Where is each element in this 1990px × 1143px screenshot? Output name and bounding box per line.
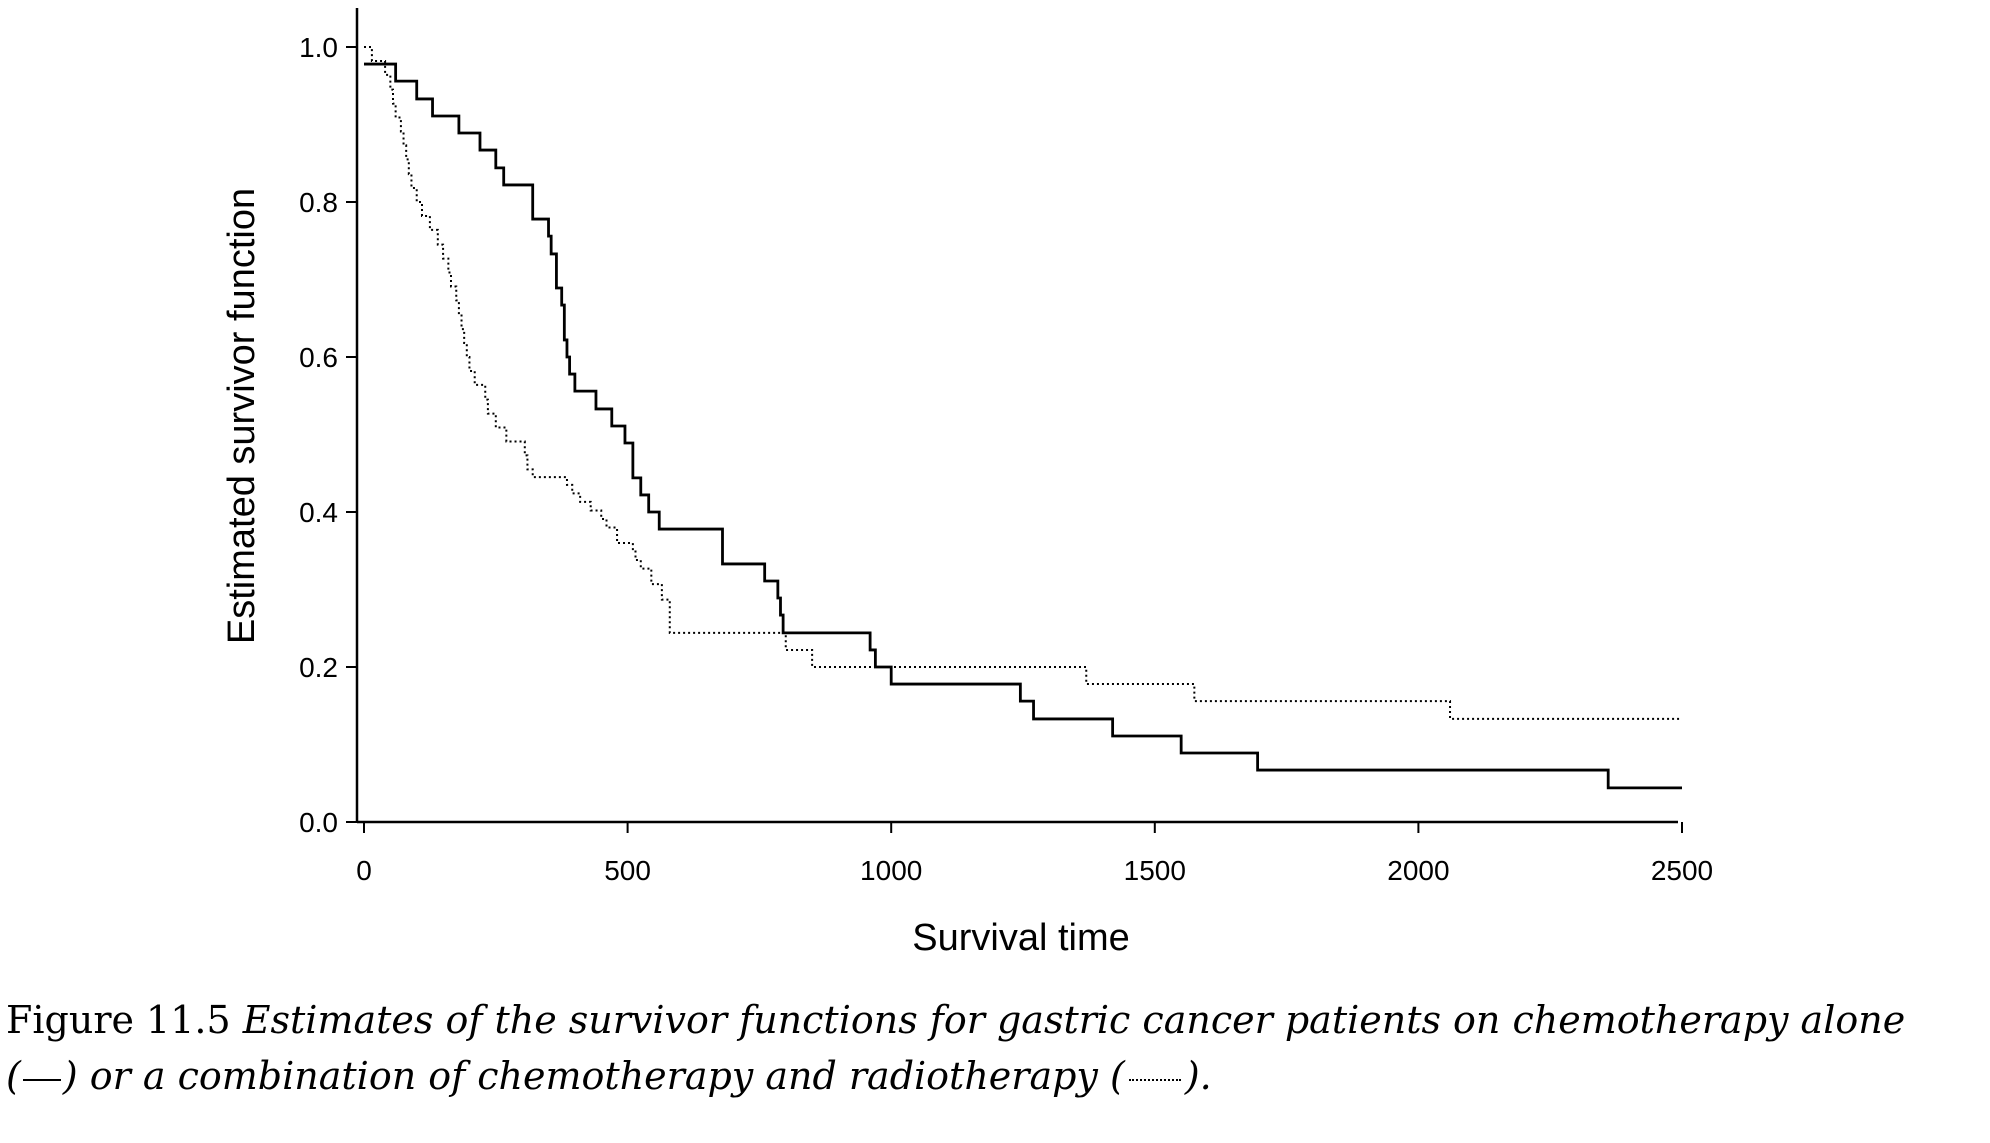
x-ticks: 0 500 1000 1500 2000 2500 bbox=[356, 822, 1713, 886]
dotted-survival-curve bbox=[364, 46, 1682, 720]
y-tick-label: 0.4 bbox=[299, 497, 338, 528]
x-tick-label: 1000 bbox=[860, 855, 922, 886]
caption-text-line1: Estimates of the survivor functions for … bbox=[242, 998, 1906, 1042]
y-ticks: 0.0 0.2 0.4 0.6 0.8 1.0 bbox=[299, 32, 357, 838]
series-layer bbox=[364, 46, 1682, 790]
solid-line-legend-mark bbox=[22, 1078, 61, 1081]
survival-chart: 0.00.20.40.60.81.0 0 500 1000 1500 2000 2500 … bbox=[221, 8, 1713, 959]
caption-text-middle: ) or a combination of chemotherapy and r… bbox=[62, 1054, 1125, 1098]
y-tick-label: 0.2 bbox=[299, 652, 338, 683]
caption-text-open: ( bbox=[6, 1054, 21, 1098]
y-tick-label: 0.6 bbox=[299, 342, 338, 373]
dotted-line-legend-mark bbox=[1128, 1078, 1181, 1081]
y-axis-title: Estimated survivor function bbox=[221, 188, 263, 644]
y-tick-label: 0.8 bbox=[299, 187, 338, 218]
x-axis-title: Survival time bbox=[912, 917, 1130, 959]
caption-text-close: ). bbox=[1184, 1054, 1212, 1098]
y-tick-label: 0.0 bbox=[299, 807, 338, 838]
x-tick-label: 2500 bbox=[1651, 855, 1713, 886]
figure-caption: Figure 11.5 Estimates of the survivor fu… bbox=[6, 992, 1986, 1104]
x-tick-label: 1500 bbox=[1124, 855, 1186, 886]
y-tick-label: 1.0 bbox=[299, 32, 338, 63]
chart-axes bbox=[355, 8, 1678, 824]
solid-survival-curve bbox=[364, 62, 1682, 790]
x-tick-label: 0 bbox=[356, 855, 372, 886]
x-tick-label: 500 bbox=[604, 855, 651, 886]
caption-label: Figure 11.5 bbox=[6, 998, 231, 1042]
x-tick-label: 2000 bbox=[1387, 855, 1449, 886]
